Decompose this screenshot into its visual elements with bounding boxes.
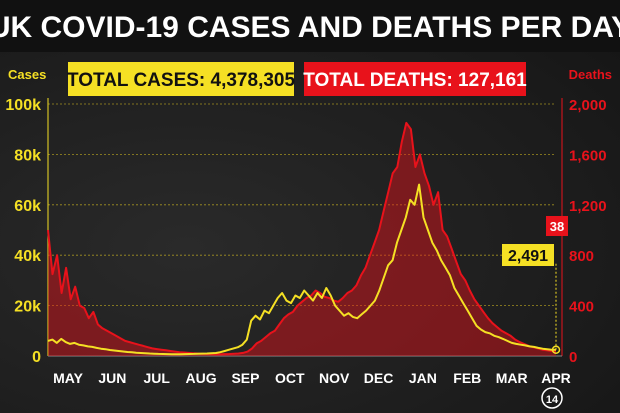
end-day-label: 14 — [546, 394, 559, 406]
deaths-tick-label: 2,000 — [569, 97, 607, 114]
month-label: MAY — [53, 370, 83, 386]
cases-tick-label: 60k — [14, 198, 41, 215]
cases-tick-label: 80k — [14, 147, 41, 164]
cases-tick-label: 100k — [5, 97, 41, 114]
month-label: DEC — [364, 370, 394, 386]
deaths-tick-label: 800 — [569, 248, 594, 265]
month-label: JUN — [98, 370, 126, 386]
month-label: JAN — [409, 370, 437, 386]
cases-last-value: 2,491 — [508, 248, 548, 265]
deaths-last-value: 38 — [550, 219, 564, 234]
title-bar — [0, 0, 620, 52]
total-deaths-text: TOTAL DEATHS: 127,161 — [303, 70, 527, 91]
deaths-tick-label: 1,600 — [569, 147, 607, 164]
cases-end-point — [551, 345, 561, 354]
left-axis-label: Cases — [8, 67, 46, 82]
month-label: NOV — [319, 370, 350, 386]
deaths-tick-label: 400 — [569, 299, 594, 316]
cases-line — [47, 183, 556, 356]
total-cases-badge — [68, 62, 294, 96]
deaths-last-badge — [546, 216, 568, 236]
cases-last-badge — [502, 244, 554, 266]
deaths-tick-label: 1,200 — [569, 198, 607, 215]
month-label: MAR — [496, 370, 528, 386]
month-label: APR — [541, 370, 571, 386]
deaths-line — [47, 121, 557, 356]
month-label: JUL — [144, 370, 171, 386]
cases-tick-label: 40k — [14, 248, 41, 265]
total-deaths-badge — [304, 62, 526, 96]
month-label: OCT — [275, 370, 305, 386]
deaths-area — [48, 122, 556, 357]
cases-tick-label: 20k — [14, 299, 41, 316]
month-label: FEB — [453, 370, 481, 386]
cases-tick-label: 0 — [32, 349, 41, 366]
total-cases-text: TOTAL CASES: 4,378,305 — [67, 70, 296, 91]
chart-title: UK COVID-19 CASES AND DEATHS PER DAY — [0, 11, 620, 44]
end-day-marker — [541, 387, 563, 409]
month-label: AUG — [186, 370, 217, 386]
deaths-tick-label: 0 — [569, 349, 577, 366]
month-label: SEP — [231, 370, 259, 386]
right-axis-label: Deaths — [569, 67, 612, 82]
